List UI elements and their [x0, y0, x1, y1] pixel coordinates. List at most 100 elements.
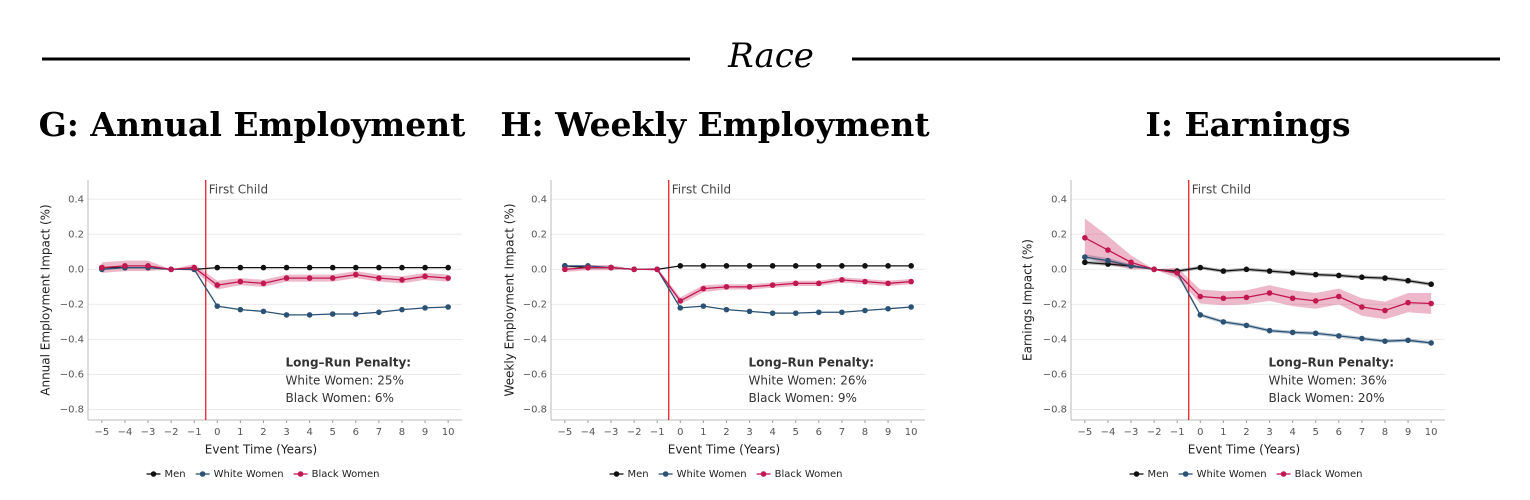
y-tick-label: 0.2 [531, 229, 547, 240]
point [260, 280, 267, 287]
point [1220, 319, 1227, 325]
point [1220, 268, 1227, 274]
x-tick-label: −5 [557, 427, 572, 438]
point [1243, 266, 1250, 273]
y-tick-label: −0.6 [60, 369, 84, 380]
point [1197, 264, 1204, 271]
point [1220, 295, 1227, 302]
y-axis-label: Weekly Employment Impact (%) [503, 203, 517, 396]
x-tick-label: 2 [723, 427, 729, 438]
legend-dot [1280, 471, 1287, 477]
y-tick-label: −0.8 [60, 404, 84, 415]
point [585, 264, 591, 271]
point [306, 312, 313, 318]
point [1197, 312, 1204, 318]
x-tick-label: 3 [746, 427, 752, 438]
point [816, 263, 822, 269]
annotation-line: White Women: 25% [286, 374, 404, 388]
point [1266, 268, 1273, 274]
point [376, 309, 382, 316]
point [237, 278, 244, 285]
point [1359, 304, 1365, 310]
series-line [101, 266, 449, 316]
legend-dot [613, 471, 620, 477]
point [1105, 257, 1111, 264]
x-tick-label: 2 [260, 427, 266, 438]
point [885, 280, 891, 287]
point [908, 278, 914, 285]
point [885, 263, 891, 269]
x-tick-label: 5 [330, 427, 336, 438]
legend: Men White Women Black Women [1129, 469, 1362, 480]
point [329, 311, 336, 317]
x-tick-label: −3 [1124, 427, 1139, 438]
point [723, 306, 730, 313]
point [283, 312, 290, 318]
point [1105, 247, 1111, 253]
series-line [1084, 237, 1432, 312]
legend-label: Men [165, 469, 186, 480]
point [237, 264, 244, 271]
annotation-title: Long–Run Penalty: [1269, 356, 1395, 370]
point [816, 280, 822, 287]
point [1243, 322, 1250, 329]
point [700, 285, 707, 292]
annotation-title: Long–Run Penalty: [749, 356, 875, 370]
annotation-line: Black Women: 9% [749, 391, 857, 405]
point [399, 306, 405, 313]
point [792, 263, 799, 269]
y-tick-label: −0.8 [1043, 404, 1067, 415]
point [214, 282, 221, 288]
point [191, 264, 197, 271]
point [1082, 259, 1088, 266]
legend-label: White Women [214, 469, 284, 480]
x-tick-label: 10 [1425, 427, 1438, 438]
point [654, 266, 660, 273]
point [1336, 293, 1342, 300]
point [839, 309, 845, 316]
point [677, 263, 684, 269]
point [769, 282, 776, 288]
legend: Men White Women Black Women [146, 469, 380, 480]
point [1382, 338, 1388, 344]
point [353, 311, 359, 317]
legend-label: Black Women [312, 469, 380, 480]
point [399, 264, 405, 271]
point [1428, 300, 1434, 307]
point [608, 264, 614, 271]
ci-band [1084, 218, 1432, 320]
point [769, 310, 776, 316]
legend-label: Men [1148, 469, 1169, 480]
y-tick-label: 0.2 [68, 229, 84, 240]
x-tick-label: 7 [839, 427, 845, 438]
point [746, 308, 753, 315]
point [1312, 271, 1319, 278]
point [862, 278, 868, 285]
series-line [564, 266, 912, 302]
point [1266, 290, 1273, 296]
point [1312, 298, 1319, 304]
point [1289, 295, 1296, 302]
x-tick-label: 7 [376, 427, 382, 438]
x-tick-label: 1 [700, 427, 706, 438]
point [1428, 340, 1434, 346]
x-tick-label: 5 [793, 427, 799, 438]
point [329, 275, 336, 281]
x-tick-label: 9 [422, 427, 428, 438]
point [677, 298, 684, 304]
point [908, 263, 914, 269]
x-tick-label: −2 [164, 427, 179, 438]
x-tick-label: −5 [1077, 427, 1092, 438]
x-tick-label: −3 [604, 427, 619, 438]
y-tick-label: −0.4 [60, 334, 84, 345]
point [723, 263, 730, 269]
x-tick-label: 6 [816, 427, 822, 438]
point [562, 266, 568, 273]
x-tick-label: 7 [1359, 427, 1365, 438]
point [306, 275, 313, 281]
point [214, 303, 221, 309]
header-title: Race [727, 36, 814, 76]
ci-band [564, 264, 912, 305]
x-tick-label: 10 [442, 427, 455, 438]
series-line [101, 265, 449, 286]
